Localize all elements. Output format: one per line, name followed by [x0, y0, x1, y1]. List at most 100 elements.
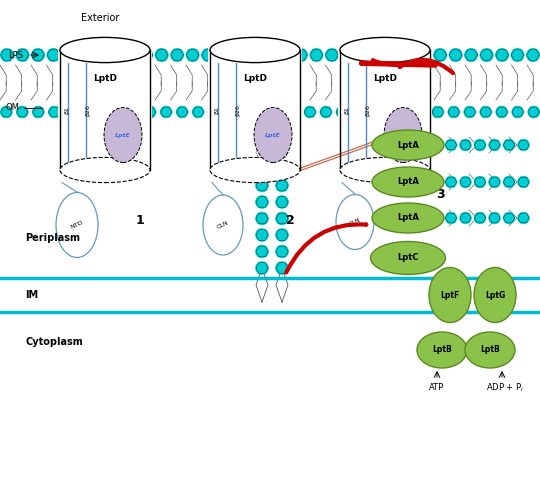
Circle shape: [0, 48, 14, 62]
Circle shape: [93, 48, 107, 62]
Ellipse shape: [372, 203, 444, 233]
Ellipse shape: [254, 108, 292, 163]
Circle shape: [144, 106, 157, 118]
Circle shape: [128, 106, 140, 118]
Circle shape: [275, 162, 289, 176]
Circle shape: [503, 176, 515, 188]
Text: Exterior: Exterior: [81, 13, 119, 23]
Circle shape: [208, 106, 220, 118]
Circle shape: [433, 48, 447, 62]
Circle shape: [16, 48, 30, 62]
Text: ADP + P$_i$: ADP + P$_i$: [486, 382, 524, 394]
Circle shape: [272, 106, 284, 118]
Text: LptG: LptG: [485, 290, 505, 300]
Ellipse shape: [465, 332, 515, 368]
Circle shape: [256, 106, 268, 118]
Circle shape: [495, 106, 508, 118]
Ellipse shape: [474, 267, 516, 323]
Ellipse shape: [429, 267, 471, 323]
Circle shape: [255, 212, 269, 225]
Circle shape: [488, 212, 501, 224]
Text: LptA: LptA: [397, 178, 419, 187]
Circle shape: [511, 106, 524, 118]
Circle shape: [528, 106, 540, 118]
Ellipse shape: [56, 192, 98, 257]
Circle shape: [154, 48, 168, 62]
Circle shape: [255, 228, 269, 242]
Circle shape: [368, 106, 380, 118]
FancyArrowPatch shape: [400, 60, 453, 73]
Circle shape: [32, 106, 45, 118]
Circle shape: [96, 106, 109, 118]
Text: LptA: LptA: [397, 214, 419, 223]
Circle shape: [275, 261, 289, 275]
Circle shape: [448, 106, 460, 118]
Circle shape: [402, 48, 416, 62]
Text: LptC: LptC: [397, 253, 418, 263]
Ellipse shape: [417, 332, 467, 368]
Circle shape: [294, 48, 308, 62]
Circle shape: [124, 48, 138, 62]
Text: Periplasm: Periplasm: [25, 233, 80, 243]
Circle shape: [275, 129, 289, 143]
Circle shape: [16, 106, 29, 118]
Circle shape: [474, 139, 486, 151]
Ellipse shape: [384, 108, 422, 163]
Circle shape: [463, 106, 476, 118]
Circle shape: [62, 48, 76, 62]
Circle shape: [383, 106, 396, 118]
Circle shape: [372, 48, 386, 62]
Ellipse shape: [60, 157, 150, 182]
Circle shape: [255, 245, 269, 258]
Text: LptD: LptD: [373, 73, 397, 83]
Circle shape: [279, 48, 293, 62]
Circle shape: [460, 212, 472, 224]
Ellipse shape: [210, 157, 300, 182]
Circle shape: [192, 106, 204, 118]
Circle shape: [288, 106, 300, 118]
Circle shape: [160, 106, 172, 118]
Circle shape: [325, 48, 339, 62]
Bar: [58, 36, 152, 172]
Circle shape: [255, 261, 269, 275]
Circle shape: [275, 195, 289, 209]
Circle shape: [387, 48, 401, 62]
Circle shape: [460, 176, 472, 188]
Circle shape: [517, 212, 530, 224]
Text: LPS: LPS: [8, 50, 23, 60]
Circle shape: [445, 212, 457, 224]
Ellipse shape: [203, 195, 243, 255]
Circle shape: [275, 179, 289, 192]
Circle shape: [303, 106, 316, 118]
Text: CLN: CLN: [348, 217, 362, 227]
Circle shape: [464, 48, 478, 62]
Circle shape: [503, 212, 515, 224]
Circle shape: [46, 48, 60, 62]
Text: LptA: LptA: [397, 141, 419, 149]
Circle shape: [275, 146, 289, 159]
Text: 3: 3: [436, 189, 444, 202]
Circle shape: [356, 48, 370, 62]
Circle shape: [112, 106, 125, 118]
Circle shape: [224, 106, 237, 118]
Circle shape: [510, 48, 524, 62]
Circle shape: [517, 139, 530, 151]
Circle shape: [445, 139, 457, 151]
Circle shape: [170, 48, 184, 62]
Text: LptB: LptB: [480, 346, 500, 355]
Circle shape: [503, 139, 515, 151]
Text: 2: 2: [286, 214, 294, 227]
Circle shape: [247, 48, 261, 62]
Circle shape: [255, 146, 269, 159]
Circle shape: [275, 228, 289, 242]
Text: ATP: ATP: [429, 384, 444, 393]
Circle shape: [263, 48, 277, 62]
Circle shape: [415, 106, 428, 118]
Text: β1: β1: [64, 106, 70, 114]
Text: 1: 1: [136, 214, 144, 227]
Text: β26: β26: [235, 104, 240, 116]
Bar: [208, 36, 302, 172]
Circle shape: [517, 176, 530, 188]
Circle shape: [240, 106, 252, 118]
Text: LptF: LptF: [441, 290, 460, 300]
